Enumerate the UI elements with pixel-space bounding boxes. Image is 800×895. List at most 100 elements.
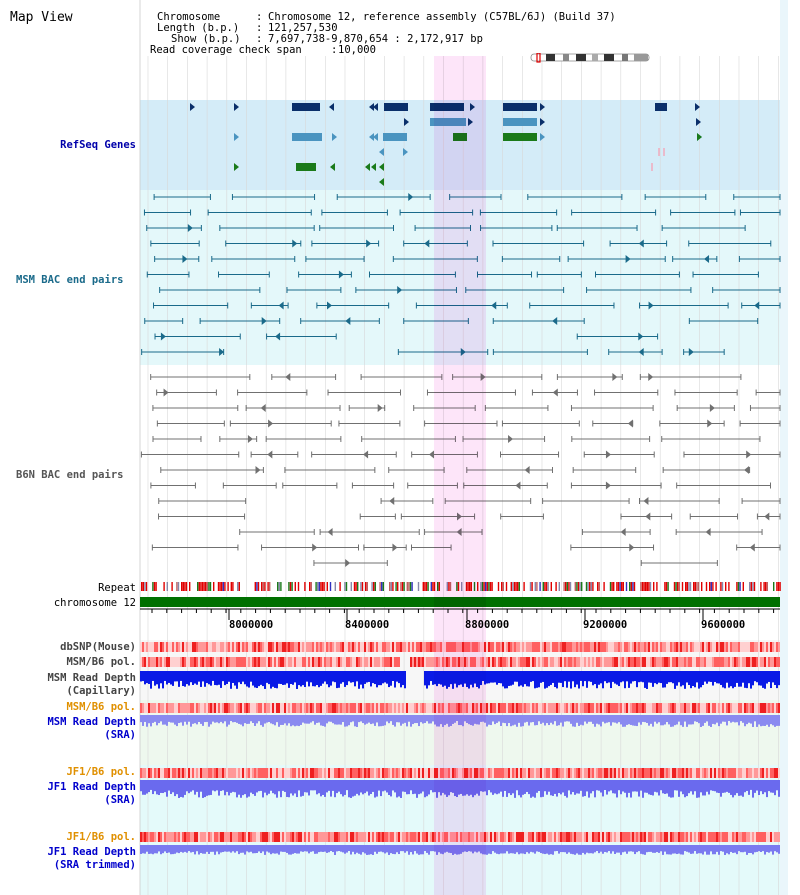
repeat-mark: [289, 582, 292, 591]
heat-cell: [330, 657, 332, 667]
heat-cell: [426, 642, 428, 652]
heat-cell: [644, 657, 646, 667]
depth-bar: [414, 715, 416, 724]
heat-cell: [712, 657, 714, 667]
heat-cell: [724, 703, 726, 713]
depth-bar: [542, 845, 544, 854]
msm-bac-pair: [366, 239, 372, 248]
gene-arrow: [373, 103, 378, 111]
gene-block: [384, 103, 408, 111]
heat-cell: [686, 703, 688, 713]
heat-cell: [526, 657, 528, 667]
msm-read-depth-sra-label[interactable]: MSM Read Depth: [47, 716, 136, 728]
jf1-read-depth-trim-label[interactable]: JF1 Read Depth: [47, 846, 136, 858]
heat-cell: [752, 703, 754, 713]
depth-bar: [646, 845, 648, 853]
heat-cell: [214, 832, 216, 842]
heat-cell: [306, 703, 308, 713]
depth-bar: [728, 671, 730, 688]
heat-cell: [202, 768, 204, 778]
heat-cell: [656, 642, 658, 652]
jf1-b6-pol-label-2[interactable]: JF1/B6 pol.: [66, 831, 136, 843]
depth-bar: [544, 780, 546, 792]
msm-bac-pair: [278, 301, 284, 310]
msm-b6-pol-label-1[interactable]: MSM/B6 pol.: [66, 656, 136, 668]
heat-cell: [534, 832, 536, 842]
heat-cell: [304, 832, 306, 842]
dbsnp-label[interactable]: dbSNP(Mouse): [60, 641, 136, 653]
heat-cell: [578, 832, 580, 842]
heat-cell: [410, 768, 412, 778]
heat-cell: [638, 832, 640, 842]
heat-cell: [496, 642, 498, 652]
heat-cell: [316, 768, 318, 778]
msm-bac-label[interactable]: MSM BAC end pairs: [16, 274, 124, 286]
heat-cell: [674, 657, 676, 667]
depth-bar: [266, 845, 268, 852]
heat-cell: [222, 768, 224, 778]
heat-cell: [350, 642, 352, 652]
depth-bar: [300, 671, 302, 687]
heat-cell: [320, 657, 322, 667]
heat-cell: [634, 703, 636, 713]
heat-cell: [428, 768, 430, 778]
heat-cell: [260, 703, 262, 713]
b6n-bac-label[interactable]: B6N BAC end pairs: [16, 469, 124, 481]
b6n-bac-pair: [707, 419, 713, 428]
heat-cell: [710, 642, 712, 652]
refseq-genes-label[interactable]: RefSeq Genes: [60, 139, 136, 151]
heat-cell: [646, 768, 648, 778]
selection-highlight[interactable]: [434, 56, 486, 895]
heat-cell: [428, 642, 430, 652]
depth-bar: [276, 671, 278, 689]
depth-bar: [350, 715, 352, 723]
depth-bar: [222, 671, 224, 682]
jf1-b6-pol-label-1[interactable]: JF1/B6 pol.: [66, 766, 136, 778]
heat-cell: [548, 832, 550, 842]
repeat-mark: [205, 582, 207, 591]
heat-cell: [774, 642, 776, 652]
repeat-mark: [742, 582, 744, 591]
chromosome-ideogram[interactable]: [530, 53, 650, 63]
depth-bar: [652, 715, 654, 727]
depth-bar: [364, 715, 366, 725]
heat-cell: [142, 832, 144, 842]
depth-bar: [570, 845, 572, 854]
heat-cell: [432, 703, 434, 713]
depth-bar: [144, 715, 146, 722]
heat-cell: [646, 832, 648, 842]
depth-bar: [558, 845, 560, 854]
depth-bar: [432, 845, 434, 852]
axis-tick-label: 8400000: [345, 619, 390, 631]
depth-bar: [586, 845, 588, 853]
depth-bar: [188, 845, 190, 852]
depth-bar: [590, 780, 592, 794]
depth-bar: [556, 780, 558, 797]
heat-cell: [320, 832, 322, 842]
heat-cell: [564, 832, 566, 842]
depth-bar: [708, 671, 710, 682]
depth-bar: [362, 671, 364, 689]
depth-bar: [160, 715, 162, 722]
heat-cell: [688, 642, 690, 652]
heat-cell: [700, 642, 702, 652]
heat-cell: [146, 832, 148, 842]
heat-cell: [336, 642, 338, 652]
heat-cell: [708, 768, 710, 778]
heat-cell: [702, 703, 704, 713]
b6n-bac-pair: [508, 435, 514, 443]
depth-bar: [268, 845, 270, 853]
heat-cell: [274, 703, 276, 713]
coverage-colon: :: [331, 44, 338, 56]
heat-cell: [390, 657, 392, 667]
heat-cell: [414, 657, 416, 667]
depth-bar: [558, 715, 560, 726]
jf1-read-depth-sra-label[interactable]: JF1 Read Depth: [47, 781, 136, 793]
msm-read-depth-cap-label[interactable]: MSM Read Depth: [47, 672, 136, 684]
heat-cell: [732, 768, 734, 778]
heat-cell: [680, 657, 682, 667]
depth-bar: [538, 715, 540, 722]
depth-bar: [148, 671, 150, 684]
msm-b6-pol-label-2[interactable]: MSM/B6 pol.: [66, 701, 136, 713]
heat-cell: [322, 768, 324, 778]
